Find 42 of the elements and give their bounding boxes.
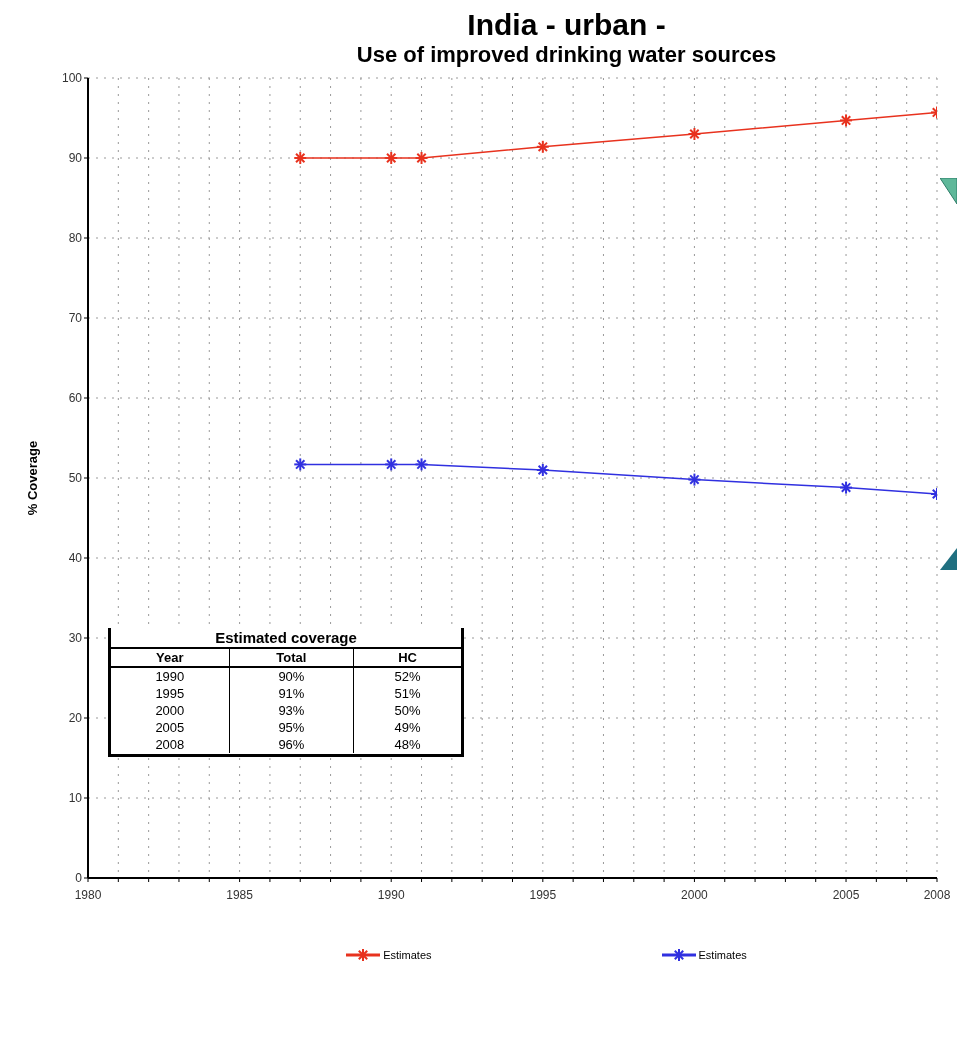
x-tick-label: 1990: [377, 887, 405, 902]
y-tick-label: 70: [68, 311, 83, 326]
annotation: 1995: [111, 685, 230, 702]
y-tick-label: 50: [68, 471, 83, 486]
annotation: 51%: [393, 685, 422, 702]
x-tick-label: 1980: [74, 887, 102, 902]
y-axis-title: % Coverage: [24, 440, 40, 516]
y-tick-label: 80: [68, 231, 83, 246]
y-tick-label: 100: [61, 71, 83, 86]
x-tick-label: 1985: [226, 887, 254, 902]
annotation: 91%: [229, 685, 354, 702]
y-tick-label: 20: [68, 711, 83, 726]
chart-subtitle: Use of improved drinking water sources: [355, 42, 778, 68]
y-tick-label: 10: [68, 791, 83, 806]
annotation: 50%: [393, 702, 422, 719]
legend-label: Estimates: [383, 949, 432, 961]
annotation: 93%: [229, 702, 354, 719]
y-tick-label: 0: [75, 871, 83, 886]
annotation: HC: [353, 649, 461, 668]
annotation: Estimated coverage: [111, 628, 461, 649]
annotation: 90%: [229, 668, 354, 685]
annotation: 2000: [111, 702, 230, 719]
annotation: 52%: [393, 668, 422, 685]
y-tick-label: 40: [68, 551, 83, 566]
y-tick-label: 90: [68, 151, 83, 166]
annotation: 95%: [229, 719, 354, 736]
annotation: 2008: [111, 736, 230, 753]
annotation: Year: [111, 649, 230, 668]
annotation: Total: [229, 649, 354, 668]
legend-label: Estimates: [698, 949, 747, 961]
x-tick-label: 2005: [832, 887, 860, 902]
annotation: 49%: [393, 719, 422, 736]
y-tick-label: 30: [68, 631, 83, 646]
chart-title: India - urban -: [466, 8, 667, 42]
x-tick-label: 2000: [681, 887, 709, 902]
annotation: 48%: [393, 736, 422, 753]
x-tick-label: 2008: [923, 887, 951, 902]
annotation: 1990: [111, 668, 230, 685]
annotation: 96%: [229, 736, 354, 753]
y-tick-label: 60: [68, 391, 83, 406]
x-tick-label: 1995: [529, 887, 557, 902]
annotation: 2005: [111, 719, 230, 736]
